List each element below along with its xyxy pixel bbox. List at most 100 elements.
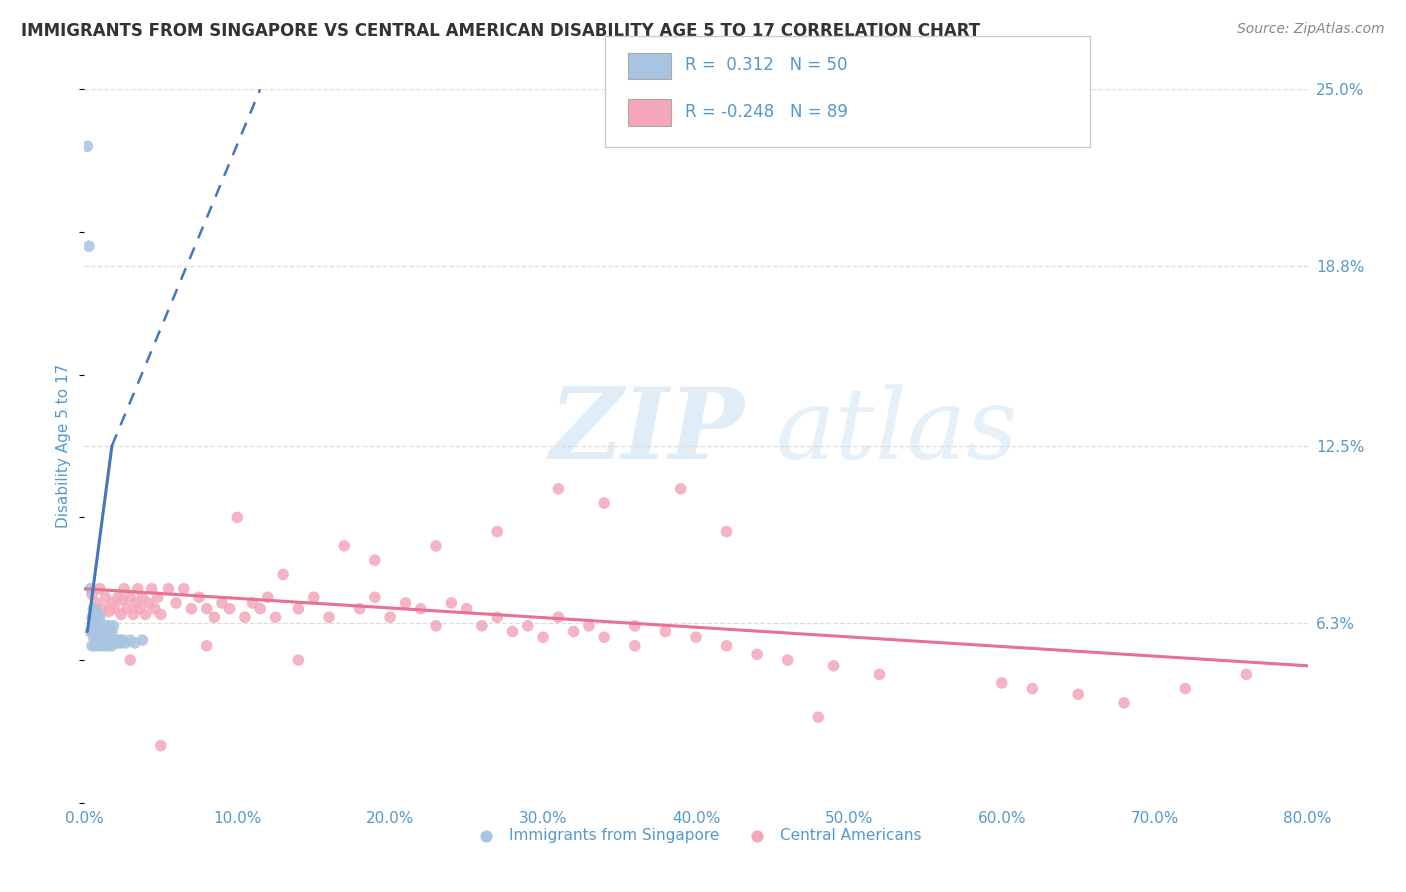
Point — [83, 601, 105, 615]
Point — [394, 596, 416, 610]
Point — [98, 622, 121, 636]
Point — [302, 591, 325, 605]
Point — [685, 630, 707, 644]
Point — [90, 619, 112, 633]
Point — [593, 496, 616, 510]
Point — [103, 633, 125, 648]
Point — [1174, 681, 1197, 696]
Point — [149, 739, 172, 753]
Point — [86, 596, 108, 610]
Point — [91, 622, 114, 636]
Point — [124, 636, 146, 650]
Point — [104, 636, 127, 650]
Point — [776, 653, 799, 667]
Point — [135, 607, 157, 622]
Point — [146, 591, 169, 605]
Point — [111, 633, 134, 648]
Point — [991, 676, 1014, 690]
Point — [547, 610, 569, 624]
Point — [578, 619, 600, 633]
Point — [188, 591, 211, 605]
Point — [471, 619, 494, 633]
Point — [94, 591, 117, 605]
Point — [122, 607, 145, 622]
Point — [89, 624, 111, 639]
Point — [86, 619, 108, 633]
Point — [110, 636, 132, 650]
Point — [97, 619, 120, 633]
Point — [349, 601, 371, 615]
Point — [409, 601, 432, 615]
Point — [84, 639, 107, 653]
Point — [233, 610, 256, 624]
Point — [80, 624, 103, 639]
Point — [264, 610, 287, 624]
Point — [287, 601, 309, 615]
Point — [120, 633, 142, 648]
Text: R =  0.312   N = 50: R = 0.312 N = 50 — [685, 56, 848, 74]
Point — [103, 619, 125, 633]
Point — [101, 639, 124, 653]
Point — [94, 633, 117, 648]
Point — [96, 639, 118, 653]
Text: IMMIGRANTS FROM SINGAPORE VS CENTRAL AMERICAN DISABILITY AGE 5 TO 17 CORRELATION: IMMIGRANTS FROM SINGAPORE VS CENTRAL AME… — [21, 22, 980, 40]
Point — [110, 607, 132, 622]
Point — [84, 624, 107, 639]
Point — [716, 639, 738, 653]
Point — [364, 591, 387, 605]
Point — [79, 582, 101, 596]
Point — [249, 601, 271, 615]
Point — [101, 624, 124, 639]
Point — [125, 596, 148, 610]
Point — [141, 582, 163, 596]
Point — [202, 610, 225, 624]
Text: atlas: atlas — [776, 384, 1018, 479]
Point — [89, 639, 111, 653]
Point — [86, 633, 108, 648]
Point — [105, 633, 128, 648]
Point — [211, 596, 233, 610]
Legend: Immigrants from Singapore, Central Americans: Immigrants from Singapore, Central Ameri… — [464, 822, 928, 848]
Point — [143, 601, 166, 615]
Point — [624, 619, 647, 633]
Point — [823, 658, 845, 673]
Text: ZIP: ZIP — [550, 384, 744, 480]
Point — [1236, 667, 1258, 681]
Point — [108, 633, 131, 648]
Point — [77, 239, 100, 253]
Point — [257, 591, 280, 605]
Point — [669, 482, 692, 496]
Point — [80, 639, 103, 653]
Point — [131, 591, 153, 605]
Point — [364, 553, 387, 567]
Point — [138, 596, 160, 610]
Point — [107, 591, 129, 605]
Point — [91, 636, 114, 650]
Point — [425, 619, 447, 633]
Point — [157, 582, 180, 596]
Point — [83, 630, 105, 644]
Point — [79, 624, 101, 639]
Point — [593, 630, 616, 644]
Point — [104, 601, 127, 615]
Point — [226, 510, 249, 524]
Point — [271, 567, 294, 582]
Point — [80, 587, 103, 601]
Point — [1021, 681, 1043, 696]
Point — [80, 610, 103, 624]
Point — [93, 624, 115, 639]
Point — [98, 636, 121, 650]
Y-axis label: Disability Age 5 to 17: Disability Age 5 to 17 — [56, 364, 72, 528]
Point — [440, 596, 463, 610]
Point — [91, 601, 114, 615]
Point — [380, 610, 402, 624]
Point — [173, 582, 195, 596]
Point — [195, 601, 218, 615]
Point — [120, 653, 142, 667]
Point — [425, 539, 447, 553]
Point — [90, 633, 112, 648]
Point — [869, 667, 891, 681]
Point — [101, 596, 124, 610]
Point — [180, 601, 202, 615]
Point — [654, 624, 676, 639]
